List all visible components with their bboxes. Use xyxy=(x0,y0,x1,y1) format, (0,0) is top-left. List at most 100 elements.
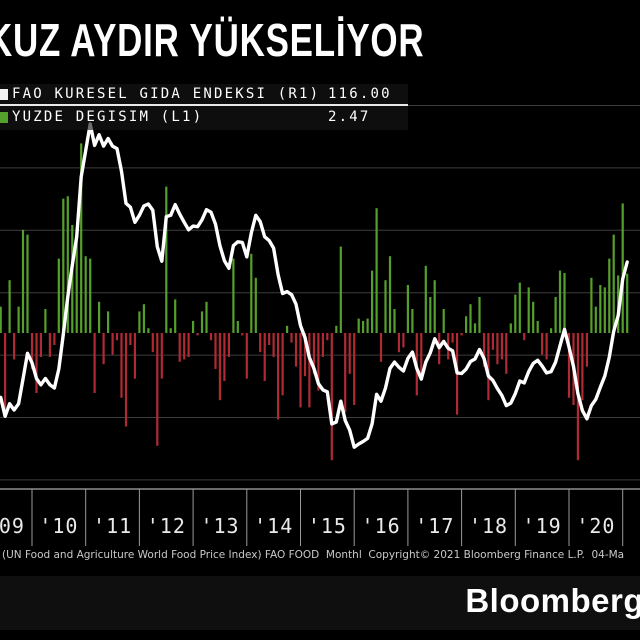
index-line xyxy=(0,122,629,449)
pct-change-bar xyxy=(384,280,387,333)
pct-change-bar xyxy=(39,333,42,357)
pct-change-bar xyxy=(89,258,92,333)
pct-change-bar xyxy=(218,333,221,401)
legend-value-index: 116.00 xyxy=(328,86,392,102)
pct-change-bar xyxy=(200,311,204,333)
pct-change-bar xyxy=(388,256,392,333)
pct-change-bar xyxy=(281,333,284,396)
pct-change-bar xyxy=(599,285,602,333)
pct-change-bar xyxy=(344,333,347,413)
pct-change-bar xyxy=(0,306,2,333)
pct-change-bar xyxy=(263,333,266,381)
pct-change-bar xyxy=(348,333,351,374)
pct-change-bar xyxy=(254,277,257,333)
pct-change-bar xyxy=(169,328,172,333)
pct-change-bar xyxy=(308,333,311,408)
footer-strip: Bloomberg xyxy=(0,576,640,630)
pct-change-bar xyxy=(429,297,432,333)
pct-change-bar xyxy=(487,333,490,401)
pct-change-bar xyxy=(80,143,83,333)
pct-change-bar xyxy=(626,273,629,333)
bloomberg-logo: Bloomberg xyxy=(465,582,640,619)
pct-change-bar xyxy=(353,333,356,405)
pct-change-bar xyxy=(232,258,235,333)
pct-change-bar xyxy=(442,309,445,333)
pct-change-bar xyxy=(102,333,105,365)
pct-change-bar xyxy=(272,333,275,357)
pct-change-bar xyxy=(603,287,606,333)
pct-change-bar xyxy=(411,309,414,333)
pct-change-bar xyxy=(124,333,128,427)
pct-change-bar xyxy=(375,208,378,333)
pct-change-bar xyxy=(465,316,468,333)
legend-value-pct: 2.47 xyxy=(328,109,371,125)
pct-change-bar xyxy=(142,304,145,333)
pct-change-bar xyxy=(17,306,20,333)
pct-change-bar xyxy=(165,186,168,333)
pct-change-bar xyxy=(402,333,405,348)
pct-change-bar xyxy=(98,301,101,333)
pct-change-bar xyxy=(277,333,280,420)
pct-change-bar xyxy=(129,333,132,345)
x-tick-label: '11 xyxy=(93,514,132,538)
pct-change-bar xyxy=(612,234,615,333)
pct-change-bar xyxy=(214,333,217,369)
x-tick-label: '13 xyxy=(200,514,239,538)
pct-change-bar xyxy=(294,333,298,367)
pct-change-bar xyxy=(330,333,333,461)
pct-change-bar xyxy=(536,321,539,333)
source-attribution: (UN Food and Agriculture World Food Pric… xyxy=(2,549,625,561)
pct-change-bar xyxy=(26,234,29,333)
pct-change-bar xyxy=(371,270,374,333)
pct-change-bar xyxy=(84,256,87,333)
pct-change-bar xyxy=(13,333,16,360)
pct-change-bar xyxy=(406,285,409,333)
pct-change-bar xyxy=(4,333,7,410)
legend-separator xyxy=(0,104,408,106)
pct-change-bar xyxy=(259,333,262,353)
pct-change-bar xyxy=(223,333,226,381)
pct-change-bar xyxy=(523,333,526,341)
x-tick-label: '14 xyxy=(254,514,293,538)
pct-change-bar xyxy=(209,333,213,341)
pct-change-bar xyxy=(532,301,535,333)
pct-change-bar xyxy=(473,323,477,333)
pct-change-bar xyxy=(335,325,338,333)
pct-change-bar xyxy=(227,333,230,357)
pct-change-bar xyxy=(433,280,436,333)
pct-change-bar xyxy=(567,333,571,398)
legend-swatch-index-icon xyxy=(0,88,8,100)
pct-change-bar xyxy=(120,333,123,398)
x-tick-label: '10 xyxy=(39,514,78,538)
page-title: KUZ AYDIR YÜKSELİYOR xyxy=(0,14,425,66)
pct-change-bar xyxy=(160,333,163,379)
pct-change-bar xyxy=(35,333,38,393)
pct-change-bar xyxy=(420,333,423,374)
pct-change-bar xyxy=(317,333,320,391)
pct-change-bar xyxy=(482,333,486,367)
pct-change-bar xyxy=(362,321,365,333)
pct-change-bar xyxy=(147,328,150,333)
pct-change-bar xyxy=(48,333,51,357)
pct-change-bar xyxy=(107,311,110,333)
pct-change-bar xyxy=(8,280,11,333)
pct-change-bar xyxy=(245,333,248,379)
pct-change-bar xyxy=(545,333,548,360)
pct-change-bar xyxy=(111,333,114,355)
pct-change-bar xyxy=(581,333,584,401)
pct-change-bar xyxy=(21,229,25,333)
pct-change-bar xyxy=(590,277,593,333)
x-tick-label: '20 xyxy=(576,514,615,538)
pct-change-bar xyxy=(379,333,383,362)
pct-change-bar xyxy=(236,321,239,333)
pct-change-bar xyxy=(151,333,154,353)
pct-change-bar xyxy=(393,309,396,333)
pct-change-bar xyxy=(585,333,588,367)
pct-change-bar xyxy=(594,306,597,333)
pct-change-bar xyxy=(518,282,521,333)
pct-change-bar xyxy=(312,333,315,374)
pct-change-bar xyxy=(527,287,530,333)
x-tick-label: '18 xyxy=(469,514,508,538)
pct-change-bar xyxy=(509,323,512,333)
pct-change-bar xyxy=(554,297,557,333)
